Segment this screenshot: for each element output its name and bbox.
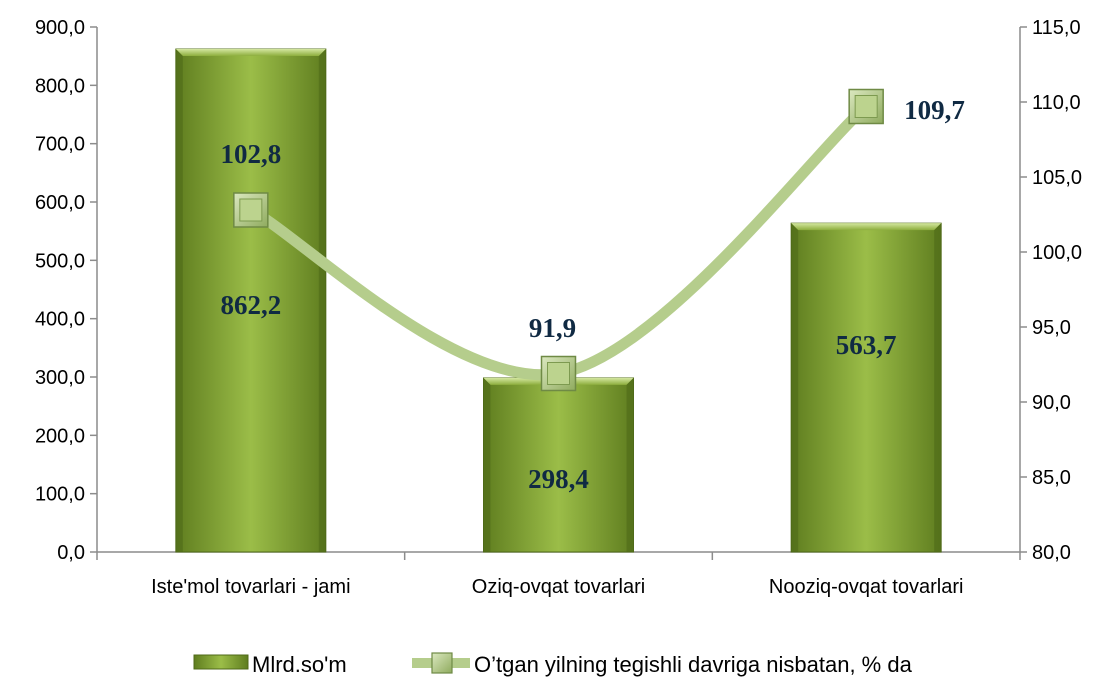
y-left-tick-label: 0,0 [57, 542, 85, 564]
bar [483, 377, 634, 553]
line-marker [848, 88, 884, 125]
legend-item-bar: Mlrd.so'm [193, 652, 347, 677]
bars [175, 48, 942, 553]
bar-bevel-right [318, 49, 326, 553]
y-left-tick-label: 500,0 [35, 250, 85, 272]
bar [175, 48, 327, 553]
bar-value-label: 563,7 [836, 330, 897, 360]
y-left-tick-label: 600,0 [35, 192, 85, 214]
line-value-label: 91,9 [529, 313, 576, 343]
line-value-label: 102,8 [220, 139, 281, 169]
line-series [233, 88, 884, 392]
legend-line-label: O’tgan yilning tegishli davriga nisbatan… [474, 652, 913, 677]
line-value-label: 109,7 [904, 95, 965, 125]
line-marker [233, 192, 269, 228]
line-marker-inner [854, 95, 878, 118]
bar-bevel-left [175, 49, 183, 553]
x-category-label: Iste'mol tovarlari - jami [151, 576, 350, 598]
y-left-tick-label: 200,0 [35, 425, 85, 447]
line-marker-inner [547, 362, 570, 385]
bar-bevel-top [175, 49, 326, 57]
y-left-tick-label: 300,0 [35, 367, 85, 389]
x-category-label: Oziq-ovqat tovarlari [472, 576, 645, 598]
bar [790, 222, 942, 553]
y-left-tick-label: 900,0 [35, 17, 85, 39]
bar-bevel-right [934, 223, 942, 553]
x-category-label: Nooziq-ovqat tovarlari [769, 576, 964, 598]
y-right-tick-label: 115,0 [1032, 17, 1081, 39]
y-right-tick-label: 110,0 [1032, 92, 1081, 114]
y-right-tick-label: 90,0 [1032, 392, 1071, 414]
y-right-tick-label: 100,0 [1032, 242, 1082, 264]
axes: 0,0 100,0 200,0 300,0 400,0 500,0 600,0 700,0 80… [35, 17, 1082, 598]
data-labels: 862,2 298,4 563,7 102,8 91,9 109,7 [220, 95, 964, 494]
y-left-tick-label: 100,0 [35, 484, 85, 506]
y-left-tick-label: 800,0 [35, 75, 85, 97]
y-left-tick-label: 700,0 [35, 134, 85, 156]
y-right-tick-label: 105,0 [1032, 167, 1082, 189]
bar-bevel-top [791, 223, 942, 231]
bar-value-label: 862,2 [220, 290, 281, 320]
legend-marker-swatch [431, 652, 453, 674]
legend-bar-label: Mlrd.so'm [252, 652, 347, 677]
bar-bevel-right [626, 377, 634, 552]
bar-bevel-left [483, 377, 491, 552]
line-marker [540, 355, 577, 392]
legend-bar-swatch [193, 654, 249, 670]
legend-item-line: O’tgan yilning tegishli davriga nisbatan… [412, 652, 913, 677]
bar-body [175, 48, 327, 553]
legend: Mlrd.so'm O’tgan yilning tegishli davriga… [193, 652, 913, 677]
bar-bevel-left [791, 223, 799, 553]
y-left-tick-label: 400,0 [35, 309, 85, 331]
bar-body [790, 222, 942, 553]
y-right-tick-label: 95,0 [1032, 317, 1071, 339]
bar-value-label: 298,4 [528, 464, 589, 494]
line-marker-inner [239, 198, 263, 222]
bar-body [483, 377, 634, 553]
y-right-tick-label: 85,0 [1032, 467, 1071, 489]
y-right-tick-label: 80,0 [1032, 542, 1071, 564]
